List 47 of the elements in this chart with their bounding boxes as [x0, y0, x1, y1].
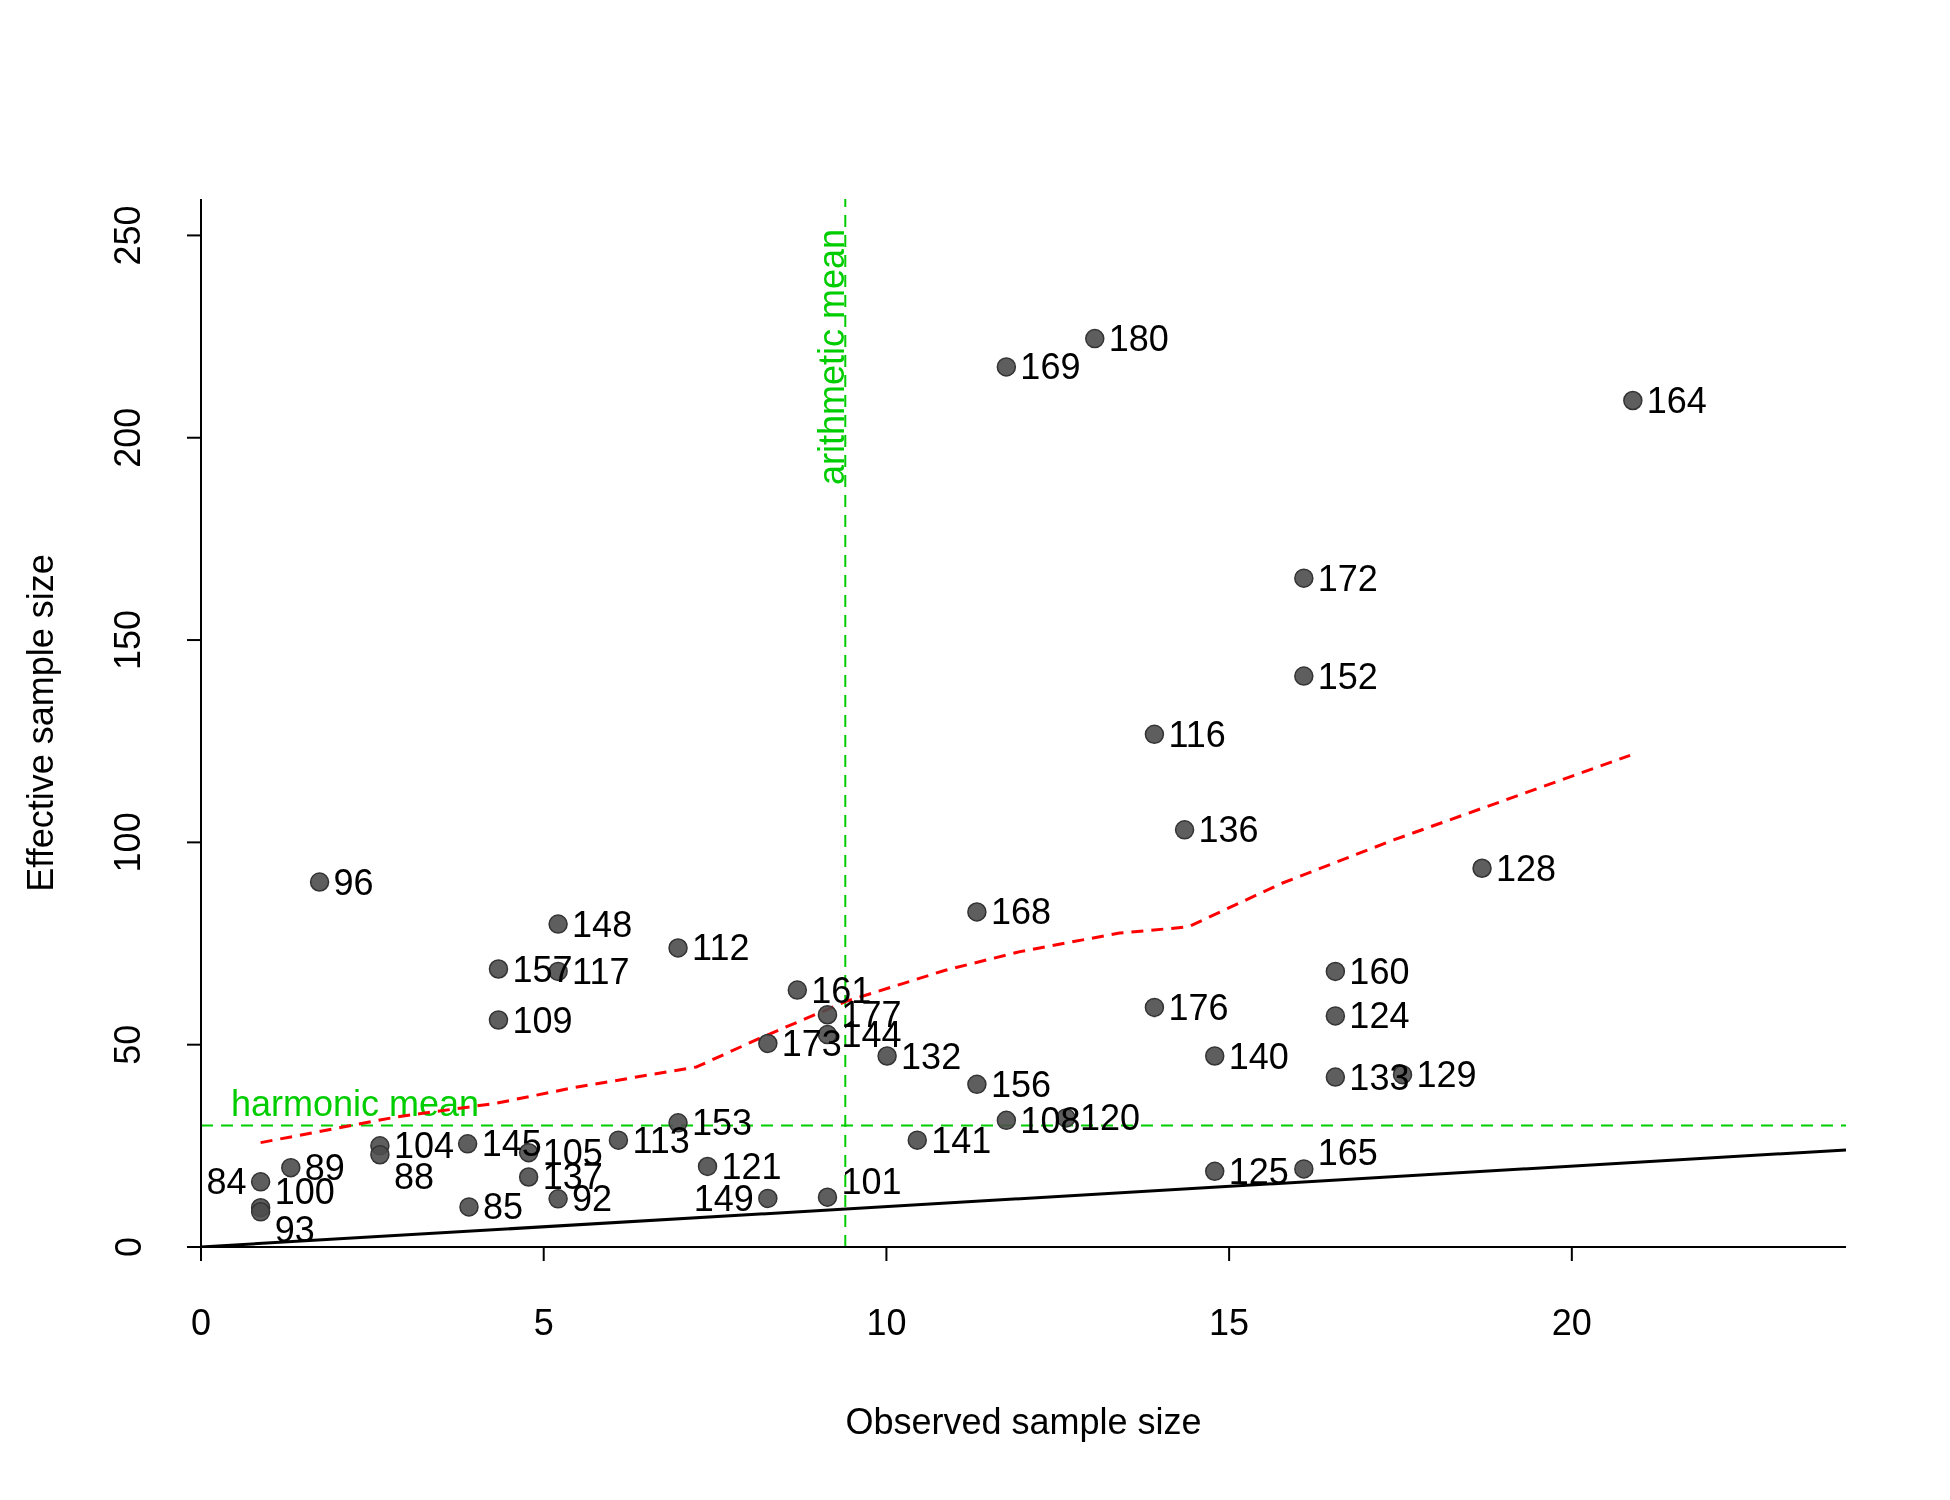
y-tick-label: 50: [107, 1024, 149, 1065]
annotation: 173: [781, 1022, 842, 1064]
y-tick-label: 100: [107, 812, 149, 873]
annotation: 96: [333, 861, 374, 903]
annotation: 164: [1646, 380, 1707, 422]
annotation: 136: [1198, 809, 1259, 851]
y-axis-title: Effective sample size: [19, 554, 61, 892]
annotation: 125: [1228, 1150, 1289, 1192]
annotation: 172: [1317, 557, 1378, 599]
annotation: 109: [512, 999, 573, 1041]
annotation: 129: [1416, 1054, 1477, 1096]
annotation: 156: [990, 1063, 1051, 1105]
annotation: 85: [483, 1186, 524, 1228]
annotation: 148: [572, 903, 633, 945]
x-tick-label: 5: [533, 1301, 554, 1343]
annotation: 140: [1228, 1035, 1289, 1077]
annotation: 128: [1496, 847, 1557, 889]
annotation: 117: [572, 950, 630, 992]
annotation: 176: [1168, 986, 1229, 1028]
y-tick-label: 200: [107, 407, 149, 468]
y-tick-label: 250: [107, 205, 149, 266]
annotation: 124: [1349, 995, 1410, 1037]
annotation: 153: [692, 1102, 753, 1144]
annotation: 160: [1349, 950, 1410, 992]
ref-line-label: arithmetic mean: [810, 229, 852, 486]
annotation: 132: [901, 1035, 962, 1077]
annotation: 133: [1349, 1056, 1410, 1098]
x-tick-label: 15: [1209, 1301, 1250, 1343]
annotation: 84: [206, 1161, 247, 1203]
x-tick-label: 10: [866, 1301, 907, 1343]
ref-line-label: harmonic mean: [231, 1083, 480, 1125]
x-tick-label: 0: [190, 1301, 212, 1343]
annotation: 165: [1317, 1132, 1378, 1174]
x-axis-title: Observed sample size: [845, 1400, 1202, 1442]
annotation: 113: [632, 1119, 690, 1161]
annotation: 145: [481, 1123, 542, 1165]
y-tick-label: 0: [107, 1236, 149, 1258]
annotation: 101: [841, 1160, 902, 1202]
annotation: 112: [692, 927, 750, 969]
x-tick-label: 20: [1551, 1301, 1592, 1343]
annotation: 116: [1168, 713, 1226, 755]
y-tick-label: 150: [107, 610, 149, 671]
annotation: 141: [931, 1119, 992, 1161]
annotation: 169: [1020, 346, 1081, 388]
annotation: 180: [1108, 318, 1169, 360]
annotation: 152: [1317, 655, 1378, 697]
annotation: 168: [990, 891, 1051, 933]
